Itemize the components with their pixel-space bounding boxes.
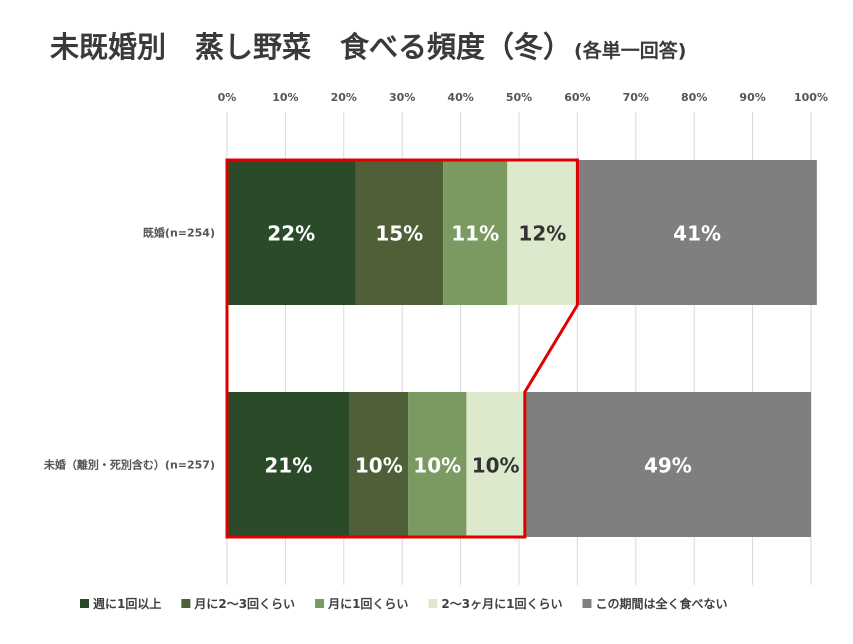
bar-segment: [408, 392, 467, 537]
bar-segment: [355, 160, 444, 305]
legend-swatch: [428, 599, 438, 608]
legend-swatch: [181, 599, 191, 608]
x-tick-label: 50%: [506, 91, 532, 104]
bar-segment: [577, 160, 817, 305]
legend-label: この期間は全く食べない: [595, 596, 727, 611]
data-label: 12%: [518, 222, 566, 246]
bar-segment: [524, 392, 811, 537]
x-tick-label: 80%: [681, 91, 707, 104]
legend-label: 週に1回以上: [93, 596, 161, 611]
data-label: 41%: [673, 222, 721, 246]
highlight-outline: [225, 158, 579, 539]
legend-swatch: [80, 599, 89, 608]
data-label: 11%: [451, 222, 499, 246]
legend: 週に1回以上 月に2〜3回くらい 月に1回くらい 2〜3ヶ月に1回くらい この期間は全く…: [80, 596, 728, 611]
bar-segment: [507, 160, 578, 305]
x-tick-label: 0%: [218, 91, 237, 104]
x-tick-label: 10%: [272, 91, 298, 104]
data-label: 15%: [375, 222, 423, 246]
data-label: 10%: [472, 454, 520, 478]
category-label: 未婚（離別・死別含む）(n=257): [43, 458, 215, 472]
data-label: 22%: [267, 222, 315, 246]
category-label: 既婚(n=254): [143, 226, 215, 240]
x-tick-label: 40%: [447, 91, 473, 104]
legend-label: 月に2〜3回くらい: [193, 597, 295, 611]
chart-subtitle: (各単一回答): [574, 39, 686, 62]
x-tick-label: 70%: [623, 91, 649, 104]
data-label: 49%: [644, 454, 692, 478]
chart-title: 未既婚別 蒸し野菜 食べる頻度（冬） (各単一回答): [50, 30, 686, 64]
legend-label: 月に1回くらい: [327, 597, 408, 611]
bar-segment: [227, 392, 350, 537]
x-axis-ticks: 0% 10% 20% 30% 40% 50% 60% 70% 80% 90% 100%: [218, 91, 828, 104]
legend-swatch: [315, 599, 325, 608]
bar-segment: [349, 392, 409, 537]
x-tick-label: 60%: [564, 91, 590, 104]
bar-segment: [443, 160, 508, 305]
x-tick-label: 20%: [331, 91, 357, 104]
legend-swatch: [582, 599, 592, 608]
data-labels: 22% 15% 11% 12% 41% 21% 10% 10% 10% 49%: [264, 222, 721, 478]
legend-label: 2〜3ヶ月に1回くらい: [441, 597, 562, 611]
data-label: 10%: [413, 454, 461, 478]
x-tick-label: 100%: [794, 91, 828, 104]
bar-segment: [466, 392, 525, 537]
x-tick-label: 90%: [739, 91, 765, 104]
x-tick-label: 30%: [389, 91, 415, 104]
bar-segments: [227, 160, 817, 537]
data-label: 10%: [355, 454, 403, 478]
chart-title-main: 未既婚別 蒸し野菜 食べる頻度（冬）: [50, 30, 572, 64]
bar-segment: [227, 160, 356, 305]
category-labels: 既婚(n=254) 未婚（離別・死別含む）(n=257): [43, 226, 215, 472]
data-label: 21%: [264, 454, 312, 478]
